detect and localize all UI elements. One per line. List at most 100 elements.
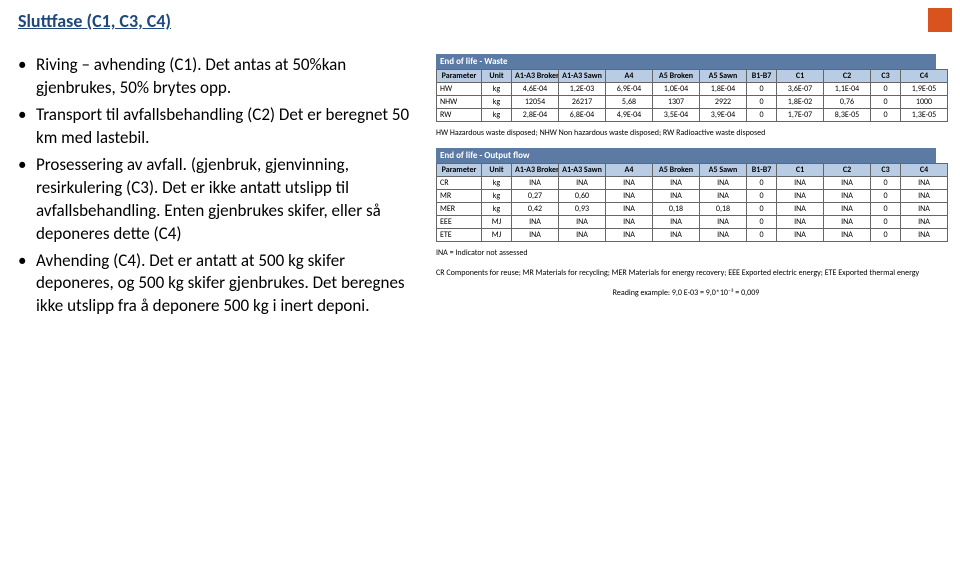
table-cell: 0 xyxy=(871,83,901,96)
table-cell: INA xyxy=(559,216,606,229)
table-header: A5 Broken xyxy=(653,70,700,83)
table-cell: INA xyxy=(777,203,824,216)
table-cell: 2,8E-04 xyxy=(512,109,559,122)
bullet-list: Riving – avhending (C1). Det antas at 50… xyxy=(18,54,418,318)
brand-logo xyxy=(928,8,952,32)
table-cell: 0,18 xyxy=(653,203,700,216)
table-cell: INA xyxy=(901,203,948,216)
table-cell: 0 xyxy=(871,177,901,190)
table-cell: kg xyxy=(482,203,512,216)
table-cell: 0,93 xyxy=(559,203,606,216)
table-row: MERkg0,420,93INA0,180,180INAINA0INA xyxy=(437,203,948,216)
table-cell: INA xyxy=(777,229,824,242)
table-header: Parameter xyxy=(437,164,482,177)
table-row: RWkg2,8E-046,8E-044,9E-043,5E-043,9E-040… xyxy=(437,109,948,122)
table-header: C1 xyxy=(777,164,824,177)
table-header: Unit xyxy=(482,164,512,177)
table-cell: 0 xyxy=(747,177,777,190)
waste-section-title: End of life - Waste xyxy=(436,54,936,69)
table-cell: 1000 xyxy=(901,96,948,109)
table-cell: 12054 xyxy=(512,96,559,109)
page-title: Sluttfase (C1, C3, C4) xyxy=(18,10,942,32)
table-cell: 1,8E-02 xyxy=(777,96,824,109)
table-cell: INA xyxy=(606,177,653,190)
table-cell: RW xyxy=(437,109,482,122)
table-cell: 0 xyxy=(871,229,901,242)
table-cell: 0,18 xyxy=(700,203,747,216)
table-cell: INA xyxy=(777,177,824,190)
table-cell: INA xyxy=(512,229,559,242)
table-header: B1-B7 xyxy=(747,70,777,83)
table-cell: INA xyxy=(700,177,747,190)
table-cell: 1,9E-05 xyxy=(901,83,948,96)
table-header: A5 Sawn xyxy=(700,164,747,177)
table-cell: INA xyxy=(901,216,948,229)
table-cell: INA xyxy=(653,216,700,229)
bullet-item: Avhending (C4). Det er antatt at 500 kg … xyxy=(32,250,418,319)
output-section-title: End of life - Output flow xyxy=(436,148,936,163)
table-cell: HW xyxy=(437,83,482,96)
table-cell: 26217 xyxy=(559,96,606,109)
table-cell: 1307 xyxy=(653,96,700,109)
table-cell: INA xyxy=(901,190,948,203)
table-cell: INA xyxy=(777,216,824,229)
table-row: EEEMJINAINAINAINAINA0INAINA0INA xyxy=(437,216,948,229)
table-cell: INA xyxy=(700,190,747,203)
reading-example: Reading example: 9,0 E-03 = 9,0*10⁻³ = 0… xyxy=(436,288,936,298)
table-cell: INA xyxy=(653,177,700,190)
output-table: Parameter Unit A1-A3 Broken A1-A3 Sawn A… xyxy=(436,163,948,242)
table-cell: INA xyxy=(901,177,948,190)
table-cell: kg xyxy=(482,190,512,203)
table-cell: kg xyxy=(482,83,512,96)
table-header: A1-A3 Broken xyxy=(512,164,559,177)
table-cell: 2922 xyxy=(700,96,747,109)
waste-note: HW Hazardous waste disposed; NHW Non haz… xyxy=(436,128,936,138)
table-cell: MJ xyxy=(482,229,512,242)
ina-note: INA = Indicator not assessed xyxy=(436,248,936,258)
table-cell: 8,3E-05 xyxy=(824,109,871,122)
table-cell: INA xyxy=(653,190,700,203)
table-header: A1-A3 Sawn xyxy=(559,164,606,177)
tables-column: End of life - Waste Parameter Unit A1-A3… xyxy=(436,54,936,322)
table-header-row: Parameter Unit A1-A3 Broken A1-A3 Sawn A… xyxy=(437,164,948,177)
table-cell: INA xyxy=(512,216,559,229)
table-cell: INA xyxy=(606,190,653,203)
table-cell: 3,9E-04 xyxy=(700,109,747,122)
table-cell: 5,68 xyxy=(606,96,653,109)
table-cell: 4,6E-04 xyxy=(512,83,559,96)
table-cell: MR xyxy=(437,190,482,203)
table-cell: 0 xyxy=(747,96,777,109)
bullet-item: Transport til avfallsbehandling (C2) Det… xyxy=(32,104,418,150)
table-cell: INA xyxy=(824,216,871,229)
table-cell: ETE xyxy=(437,229,482,242)
table-cell: 0 xyxy=(871,203,901,216)
table-cell: 0 xyxy=(747,190,777,203)
table-cell: INA xyxy=(824,203,871,216)
table-cell: INA xyxy=(824,190,871,203)
table-header: C2 xyxy=(824,70,871,83)
table-header: A4 xyxy=(606,70,653,83)
table-header: A1-A3 Sawn xyxy=(559,70,606,83)
table-row: HWkg4,6E-041,2E-036,9E-041,0E-041,8E-040… xyxy=(437,83,948,96)
table-header-row: Parameter Unit A1-A3 Broken A1-A3 Sawn A… xyxy=(437,70,948,83)
table-cell: INA xyxy=(777,190,824,203)
table-cell: MER xyxy=(437,203,482,216)
table-cell: kg xyxy=(482,177,512,190)
table-cell: INA xyxy=(606,216,653,229)
table-header: C3 xyxy=(871,164,901,177)
table-cell: 4,9E-04 xyxy=(606,109,653,122)
table-cell: 0,60 xyxy=(559,190,606,203)
table-cell: INA xyxy=(824,229,871,242)
table-cell: 1,3E-05 xyxy=(901,109,948,122)
table-header: A5 Sawn xyxy=(700,70,747,83)
table-row: ETEMJINAINAINAINAINA0INAINA0INA xyxy=(437,229,948,242)
waste-table: Parameter Unit A1-A3 Broken A1-A3 Sawn A… xyxy=(436,69,948,122)
table-cell: 1,8E-04 xyxy=(700,83,747,96)
table-cell: EEE xyxy=(437,216,482,229)
table-header: B1-B7 xyxy=(747,164,777,177)
table-header: C4 xyxy=(901,164,948,177)
table-header: C2 xyxy=(824,164,871,177)
bullet-item: Riving – avhending (C1). Det antas at 50… xyxy=(32,54,418,100)
table-cell: 0,76 xyxy=(824,96,871,109)
table-cell: INA xyxy=(606,229,653,242)
